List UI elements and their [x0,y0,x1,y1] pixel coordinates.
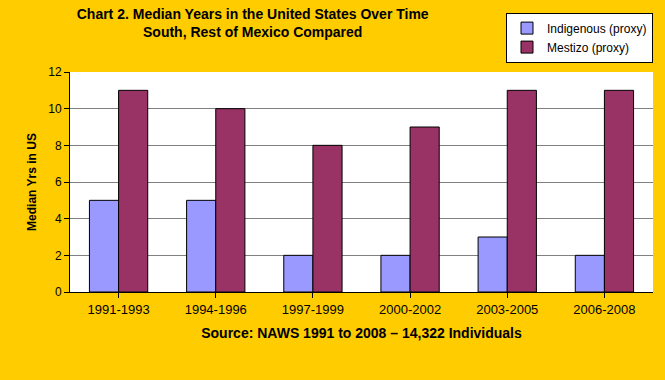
svg-text:6: 6 [55,175,62,189]
svg-text:Chart 2. Median Years in the U: Chart 2. Median Years in the United Stat… [77,6,429,40]
svg-text:4: 4 [55,212,62,226]
svg-text:2006-2008: 2006-2008 [573,302,635,317]
svg-text:1991-1993: 1991-1993 [87,302,149,317]
svg-text:0: 0 [55,285,62,299]
svg-text:1997-1999: 1997-1999 [282,302,344,317]
svg-text:Median Yrs in US: Median Yrs in US [25,133,39,231]
svg-text:10: 10 [48,102,62,116]
svg-text:1994-1996: 1994-1996 [185,302,247,317]
svg-text:Mestizo (proxy): Mestizo (proxy) [547,41,629,55]
svg-text:8: 8 [55,139,62,153]
svg-text:2003-2005: 2003-2005 [476,302,538,317]
svg-text:2000-2002: 2000-2002 [379,302,441,317]
svg-text:Source: NAWS 1991 to 2008 – 14: Source: NAWS 1991 to 2008 – 14,322 Indiv… [201,325,522,341]
svg-text:12: 12 [48,65,62,79]
svg-text:Indigenous (proxy): Indigenous (proxy) [547,22,646,36]
svg-text:2: 2 [55,249,62,263]
